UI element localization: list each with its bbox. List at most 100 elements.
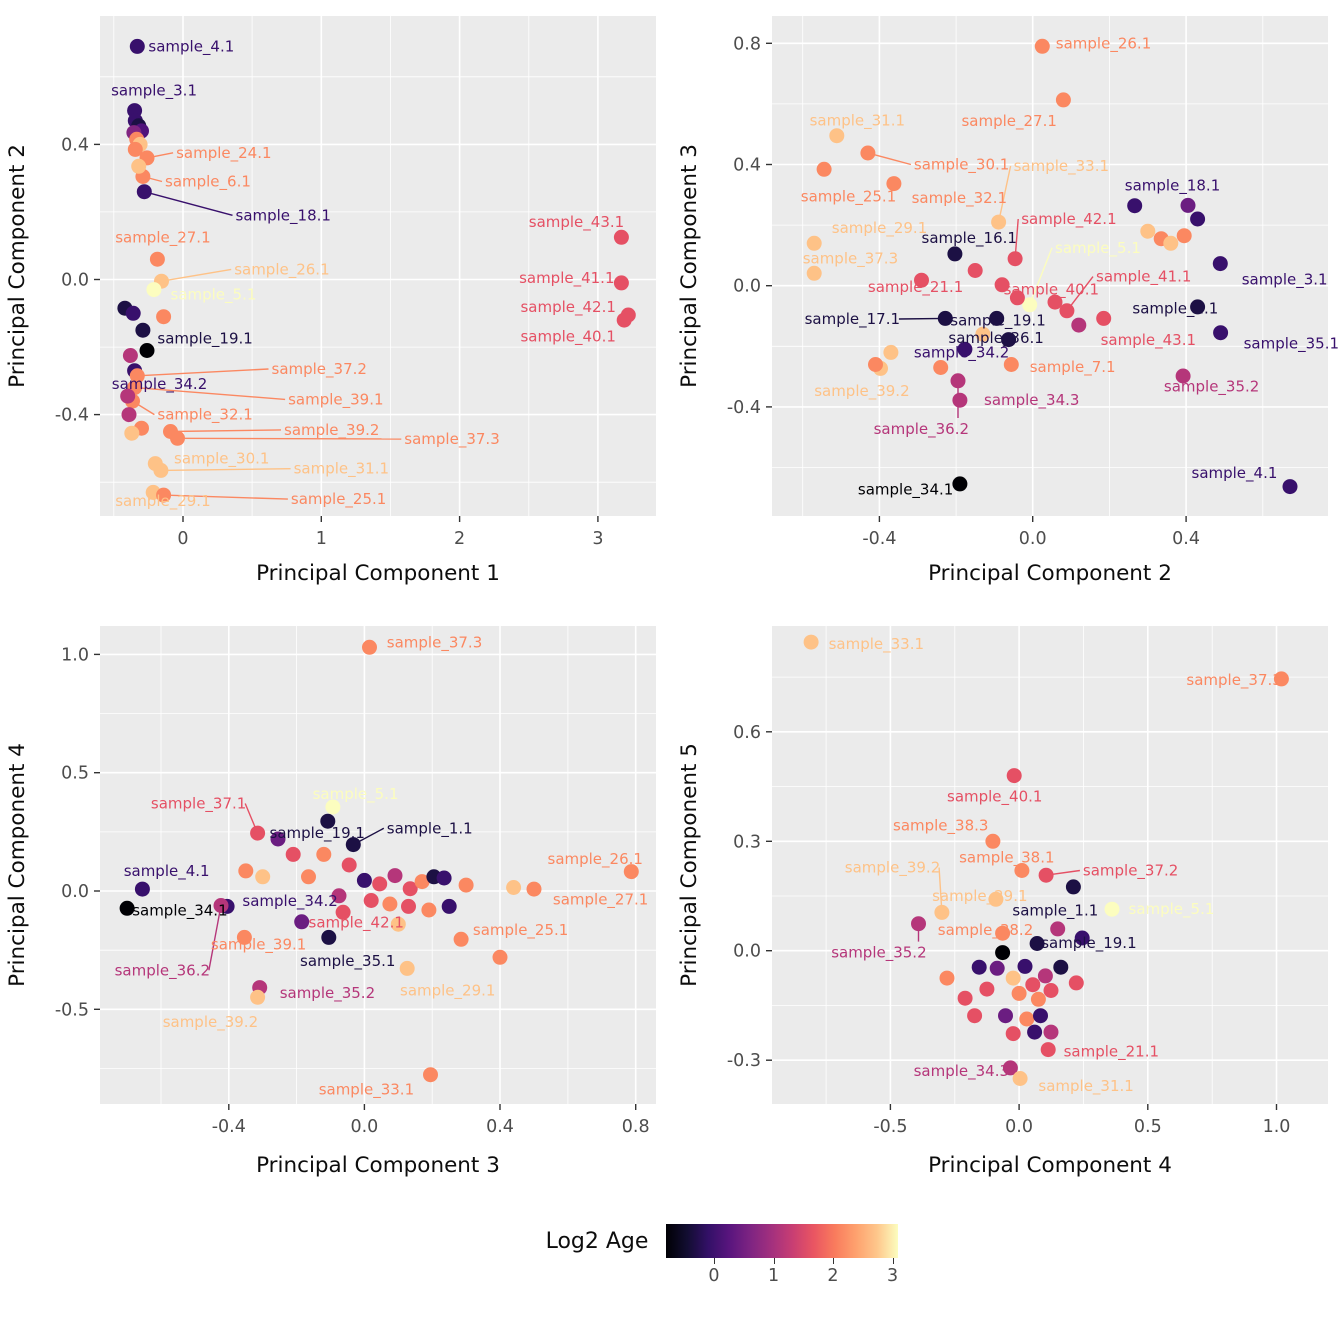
point-label: sample_40.1	[1004, 281, 1099, 300]
point-label: sample_29.1	[832, 219, 927, 238]
data-point	[127, 141, 143, 157]
y-tick-label: 0.0	[733, 942, 761, 962]
data-point	[1059, 303, 1075, 319]
data-point	[939, 970, 955, 986]
data-point	[947, 246, 963, 262]
point-label: sample_6.1	[165, 173, 251, 192]
point-label: sample_41.1	[1096, 268, 1191, 287]
data-point	[1180, 197, 1196, 213]
data-point	[129, 38, 145, 54]
point-label: sample_39.2	[845, 859, 940, 878]
data-point	[414, 874, 430, 890]
data-point	[255, 869, 271, 885]
data-point	[952, 476, 968, 492]
label-leader-line	[177, 437, 402, 440]
point-label: sample_29.1	[400, 981, 495, 1000]
data-point	[1006, 768, 1022, 784]
label-leader-line	[137, 368, 269, 377]
y-tick-label: 0.3	[733, 832, 761, 852]
point-label: sample_42.1	[1021, 210, 1116, 229]
point-label: sample_5.1	[1129, 900, 1215, 919]
data-point	[285, 846, 301, 862]
point-label: sample_33.1	[829, 635, 924, 654]
panel-pc1-pc2: 0 1 2 3 -0.4 0.0 0.4 Principal Component 1 Princ…	[0, 0, 672, 596]
data-point	[967, 263, 983, 278]
point-label: sample_3.1	[1242, 271, 1328, 290]
point-label: sample_31.1	[294, 460, 389, 479]
data-point	[421, 902, 437, 918]
point-label: sample_42.1	[309, 913, 404, 932]
data-point	[1273, 671, 1289, 687]
data-point	[957, 990, 973, 1006]
data-point	[806, 235, 822, 251]
point-label: sample_34.3	[914, 1062, 1009, 1081]
point-label: sample_31.1	[810, 112, 905, 131]
data-point	[316, 846, 332, 862]
point-label: sample_27.1	[115, 228, 210, 247]
plot-panel	[100, 626, 656, 1104]
y-tick-label: 0.5	[61, 764, 89, 784]
data-point	[356, 872, 372, 888]
data-point	[390, 916, 406, 932]
data-point	[989, 960, 1005, 976]
point-label: sample_38.1	[959, 848, 1054, 867]
colorbar-tick	[892, 1258, 894, 1264]
data-point	[1096, 310, 1112, 326]
data-point	[1019, 1011, 1035, 1027]
x-axis-title: Principal Component 4	[928, 1153, 1172, 1178]
data-point	[971, 959, 987, 975]
y-axis-title: Principal Component 4	[5, 743, 30, 987]
data-point	[321, 929, 337, 945]
data-point	[933, 360, 949, 375]
x-tick-label: 0.5	[1134, 1117, 1162, 1137]
data-point	[934, 904, 950, 920]
data-point	[623, 864, 639, 880]
data-point	[1176, 228, 1192, 244]
point-label: sample_25.1	[801, 187, 896, 206]
point-label: sample_35.2	[831, 944, 926, 963]
data-point	[911, 916, 926, 932]
point-label: sample_34.2	[242, 892, 337, 911]
panel-pc4-pc5: -0.5 0.0 0.5 1.0 -0.3 0.0 0.3 0.6 Principal Comp…	[672, 596, 1344, 1188]
x-tick-label: 0.0	[350, 1117, 378, 1137]
pc1-vs-pc2-chart: 0 1 2 3 -0.4 0.0 0.4 Principal Component 1 Princ…	[5, 16, 656, 586]
data-point	[975, 326, 991, 342]
data-point	[1017, 958, 1033, 974]
colorbar-legend: Log2 Age 0 1 2 3	[0, 1188, 1344, 1344]
data-point	[1034, 38, 1050, 54]
x-tick-label: 1.0	[1263, 1117, 1291, 1137]
point-label: sample_17.1	[805, 310, 900, 329]
plot-panel	[100, 16, 656, 516]
data-point	[131, 158, 147, 174]
data-point	[1005, 970, 1021, 986]
x-tick-label: 0.8	[622, 1117, 650, 1137]
point-label: sample_39.2	[814, 382, 909, 401]
data-point	[1213, 325, 1229, 341]
data-point	[153, 462, 169, 478]
point-label: sample_37.3	[1186, 671, 1281, 690]
data-point	[122, 348, 138, 363]
data-point	[1043, 1024, 1059, 1040]
y-tick-label: 0.4	[733, 156, 761, 176]
point-label: sample_19.1	[950, 312, 1045, 331]
data-point	[967, 1008, 983, 1024]
data-point	[1003, 357, 1019, 372]
point-label: sample_7.1	[1030, 358, 1116, 377]
y-tick-label: -0.5	[55, 1000, 89, 1020]
data-point	[950, 373, 966, 389]
data-point	[1104, 901, 1120, 917]
data-point	[1029, 936, 1045, 951]
data-point	[453, 931, 469, 947]
x-axis-title: Principal Component 2	[928, 561, 1172, 586]
data-point	[294, 914, 310, 930]
point-label: sample_21.1	[1064, 1043, 1159, 1062]
label-leader-line	[134, 386, 286, 401]
point-label: sample_34.2	[914, 343, 1009, 362]
data-point	[1055, 92, 1071, 108]
data-point	[937, 310, 953, 326]
data-point	[829, 128, 845, 144]
data-point	[238, 863, 254, 879]
data-point	[616, 312, 632, 328]
data-point	[995, 925, 1011, 941]
data-point	[957, 341, 973, 357]
